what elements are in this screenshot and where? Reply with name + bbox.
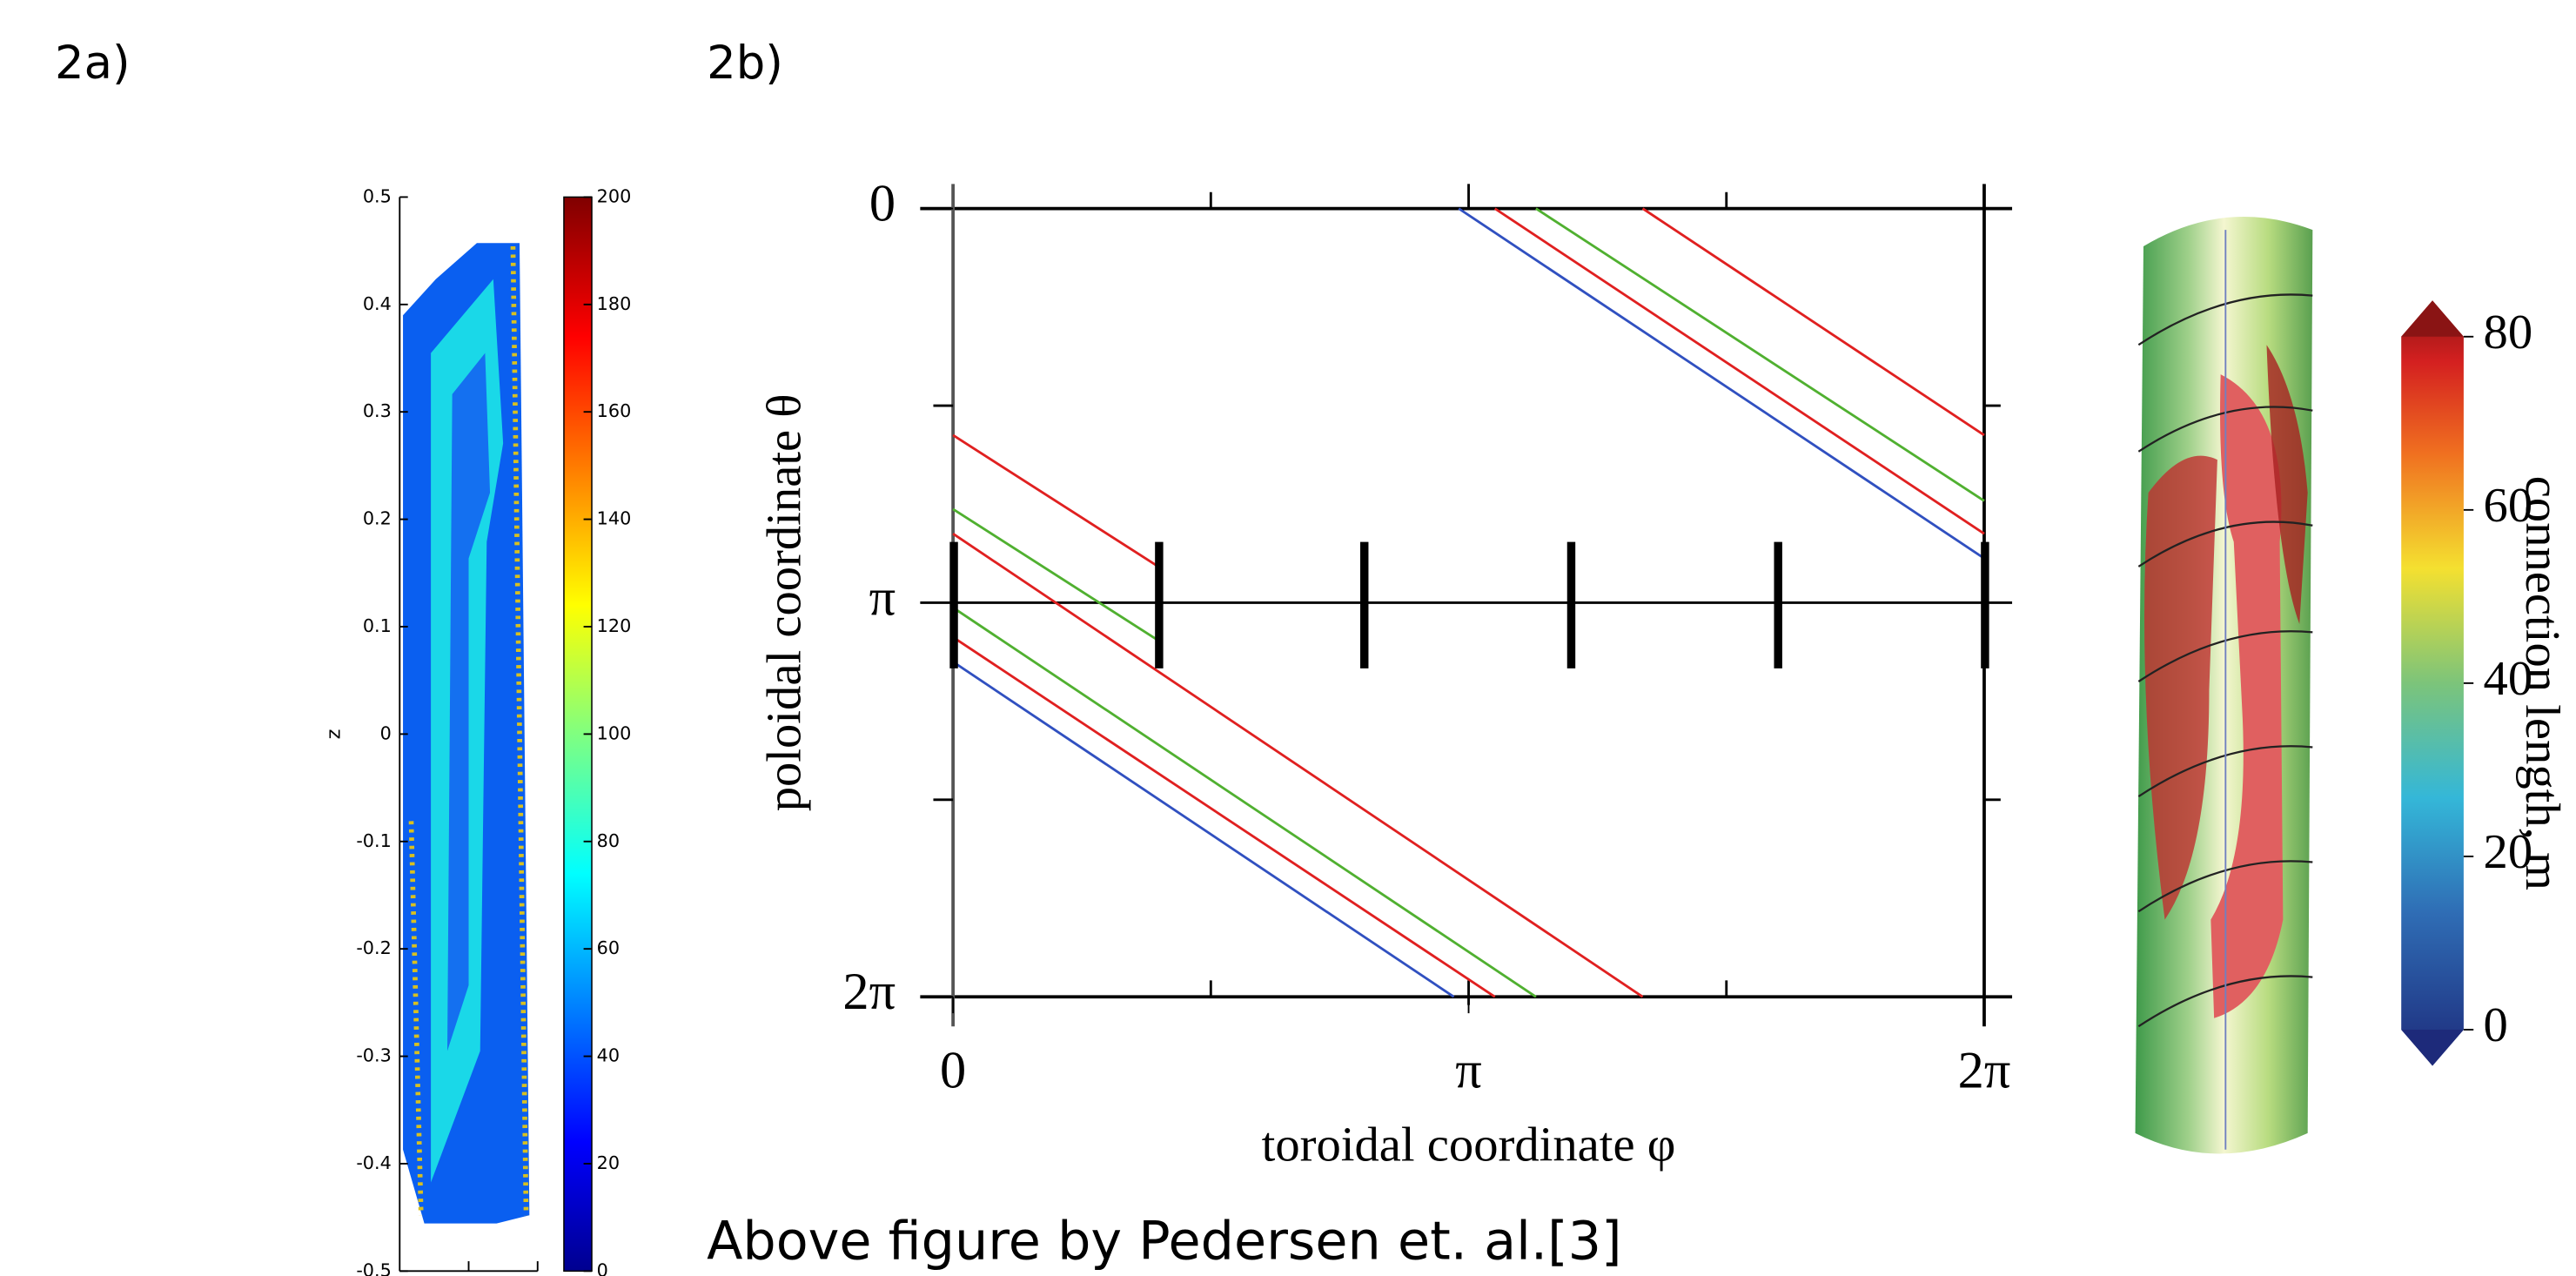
caption: Above figure by Pedersen et. al.[3] (707, 1212, 1622, 1273)
y-tick-label: π (869, 568, 896, 627)
x-tick-label: 2π (1958, 1042, 2011, 1100)
z-tick-label: 0.4 (363, 293, 392, 314)
colorbar-tick-label: 80 (2484, 306, 2533, 359)
z-tick-label: -0.2 (356, 937, 391, 958)
colorbar-label: connection length, m (2515, 476, 2569, 890)
z-tick-label: -0.1 (356, 830, 391, 851)
edge-noise (510, 245, 529, 1216)
panel-labels: 2a) 2b) Above figure by Pedersen et. al.… (55, 37, 1622, 1273)
panel-b-label: 2b) (707, 37, 783, 90)
colorbar-tick-label: 40 (2484, 652, 2533, 706)
colorbar-tick-label: 180 (597, 293, 632, 314)
colorbar-tick-label: 100 (597, 722, 632, 743)
hot-band (2266, 345, 2308, 624)
panel-b-plot: toroidal coordinate φ poloidal coordinat… (757, 184, 2013, 1172)
panel-a-label: 2a) (55, 37, 131, 90)
colorbar-tick-label: 140 (597, 508, 632, 529)
colorbar-tick-label: 0 (597, 1259, 608, 1276)
minor-ticks (933, 184, 2001, 1005)
colorbar-tick-label: 120 (597, 615, 632, 636)
torus-image: connection length, m (2135, 217, 2569, 1154)
hot-band (2144, 455, 2217, 920)
y-tick-label: 0 (869, 174, 896, 232)
colorbar-tick-label: 0 (2484, 998, 2508, 1052)
hot-band (2210, 374, 2284, 1018)
z-tick-label: 0.2 (363, 508, 392, 529)
z-tick-label: 0 (380, 722, 392, 743)
y-tick-label: 2π (842, 963, 896, 1021)
x-axis-label: toroidal coordinate φ (1262, 1118, 1676, 1172)
field-lines (952, 207, 1985, 998)
z-axis-label: z (322, 729, 345, 739)
z-tick-label: -0.5 (356, 1259, 391, 1276)
colorbar-tick-label: 200 (597, 185, 632, 206)
x-tick-label: 0 (940, 1042, 966, 1100)
edge-noise (408, 821, 424, 1216)
z-tick-label: 0.5 (363, 185, 392, 206)
colorbar-tick-label: 60 (597, 937, 620, 958)
z-tick-label: -0.3 (356, 1045, 391, 1066)
colorbar-b (2401, 300, 2464, 1066)
limiters (949, 541, 1989, 668)
panel-a-plot (399, 196, 593, 1273)
colorbar-tick-label: 20 (597, 1152, 620, 1173)
colorbar-arrow (2401, 1029, 2464, 1066)
colorbar-tick-label: 160 (597, 400, 632, 421)
colorbar-arrow (2401, 300, 2464, 337)
colorbar-tick-label: 80 (597, 830, 620, 851)
y-axis-label: poloidal coordinate θ (757, 394, 811, 812)
colorbar-tick-label: 60 (2484, 479, 2533, 533)
z-tick-label: 0.1 (363, 615, 392, 636)
z-tick-label: -0.4 (356, 1152, 391, 1173)
colorbar-tick-label: 20 (2484, 825, 2533, 879)
z-tick-label: 0.3 (363, 400, 392, 421)
inner-region (446, 353, 491, 1051)
colorbar-tick-label: 40 (597, 1045, 620, 1066)
x-tick-label: π (1455, 1042, 1481, 1100)
